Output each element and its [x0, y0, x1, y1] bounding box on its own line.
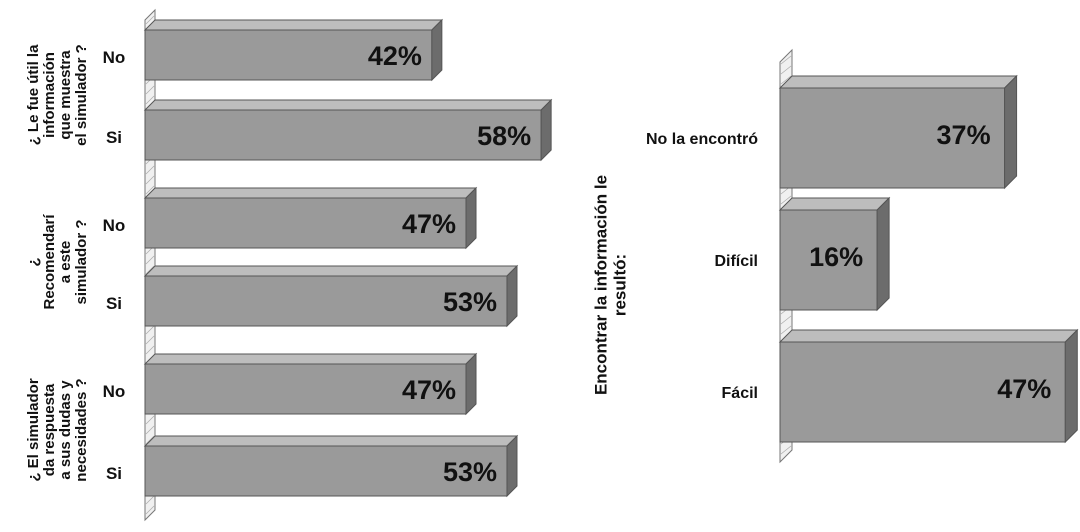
bar-0: [778, 74, 1018, 190]
category-label: Si: [106, 464, 122, 483]
group-label-line: da respuesta: [41, 383, 58, 476]
category-label: No: [103, 48, 126, 67]
bar-0-si: [143, 98, 553, 162]
group-label-line: que muestra: [57, 50, 74, 140]
group-label: ¿ Le fue útil la información que muestra el…: [25, 44, 90, 146]
category-label: Fácil: [722, 385, 758, 402]
bar-2-si: [143, 434, 519, 498]
group-label-line: simulador ?: [73, 219, 90, 304]
data-label: 42%: [368, 41, 422, 71]
group-label-line: a sus dudas y: [57, 380, 74, 480]
data-label: 47%: [997, 374, 1051, 404]
data-label: 16%: [809, 242, 863, 272]
data-label: 47%: [402, 375, 456, 405]
group-label-line: el simulador ?: [73, 44, 90, 146]
data-label: 53%: [443, 457, 497, 487]
data-label: 58%: [477, 121, 531, 151]
group-label-line: ¿ Le fue útil la: [25, 44, 42, 145]
bar-2-no: [143, 352, 478, 416]
group-label-line: información: [41, 52, 58, 138]
group-label-line: a este: [57, 241, 74, 284]
chart-find-information: 37% No la encontró 16% Difícil 47% Fácil Encon…: [592, 48, 1079, 464]
group-label-line: ¿ El simulador: [25, 378, 42, 482]
data-label: 47%: [402, 209, 456, 239]
bar-0-no: [143, 18, 444, 82]
category-label: No la encontró: [646, 131, 758, 148]
group-label-line: ¿: [25, 257, 42, 266]
group-label-line: necesidades ?: [73, 378, 90, 481]
data-label: 53%: [443, 287, 497, 317]
chart-survey-responses: 42% No 58% Si ¿ Le fue útil la información que…: [25, 8, 553, 522]
group-label: ¿ Recomendarí a este simulador ?: [25, 214, 90, 310]
bar-2: [778, 328, 1079, 444]
category-label: Difícil: [714, 253, 758, 270]
y-axis-label-line: resultó:: [611, 254, 630, 316]
bar-1-no: [143, 186, 478, 250]
category-label: Si: [106, 294, 122, 313]
bar-1-si: [143, 264, 519, 328]
y-axis-label: Encontrar la información le resultó:: [592, 175, 630, 395]
category-label: Si: [106, 128, 122, 147]
group-label-line: Recomendarí: [41, 214, 58, 310]
data-label: 37%: [937, 120, 991, 150]
y-axis-label-line: Encontrar la información le: [592, 175, 611, 395]
category-label: No: [103, 216, 126, 235]
bar-1: [778, 196, 891, 312]
category-label: No: [103, 382, 126, 401]
